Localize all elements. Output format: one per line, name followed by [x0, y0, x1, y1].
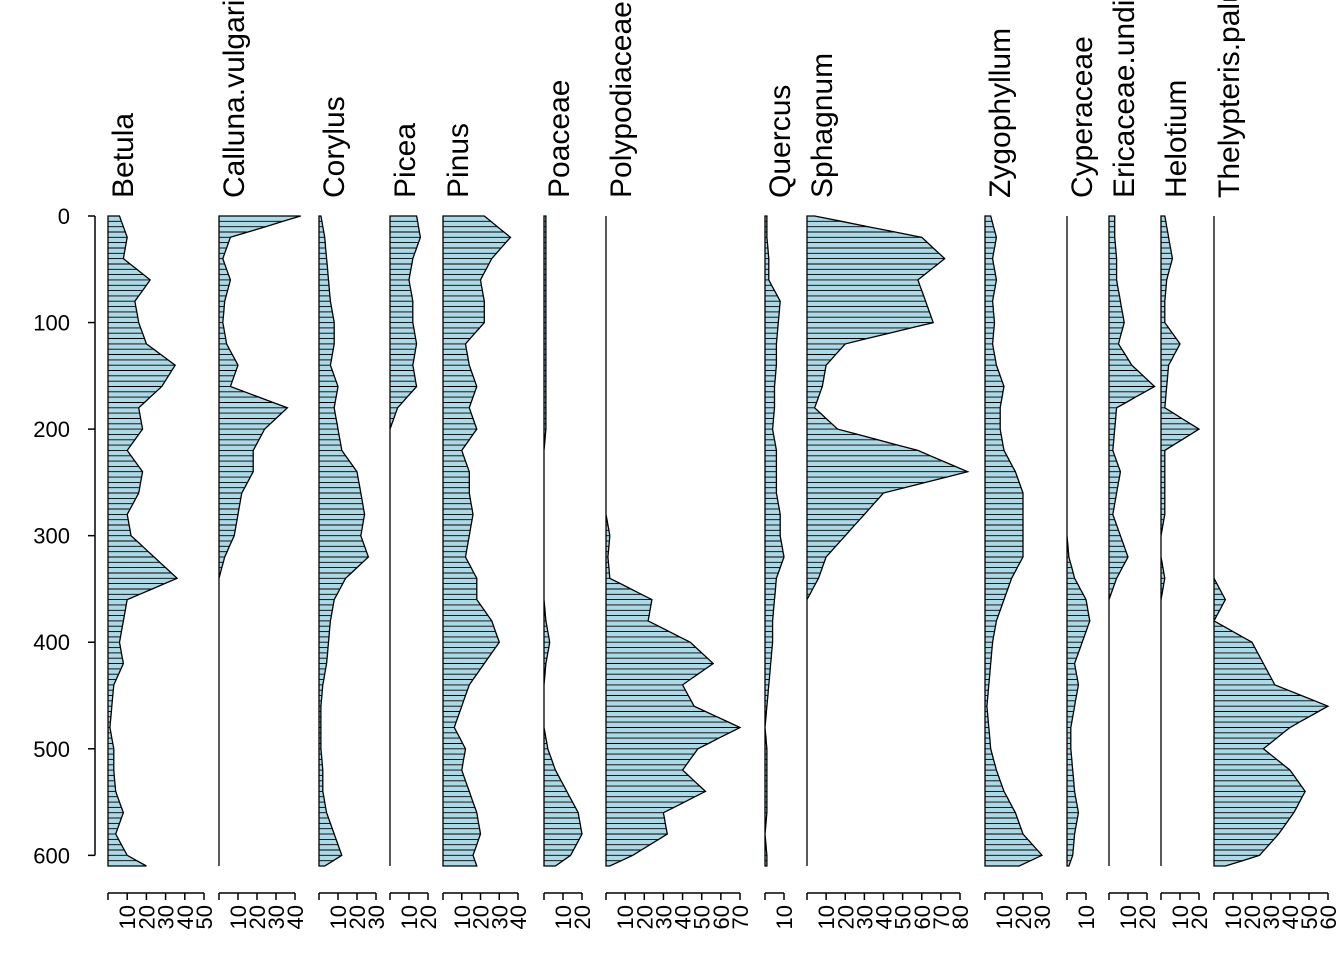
x-tick-label: 40 [872, 905, 897, 929]
x-tick-label: 10 [1074, 905, 1099, 929]
x-tick-label: 30 [1259, 905, 1284, 929]
x-tick-label: 20 [469, 905, 494, 929]
x-tick-label: 20 [1135, 905, 1160, 929]
x-tick-label: 40 [283, 905, 308, 929]
x-tick-label: 80 [948, 905, 973, 929]
x-tick-label: 40 [173, 905, 198, 929]
x-tick-label: 10 [772, 905, 797, 929]
x-tick-label: 30 [154, 905, 179, 929]
x-tick-label: 70 [728, 905, 753, 929]
taxon-name: Sphagnum [806, 53, 839, 198]
taxon-name: Zygophyllum [984, 28, 1017, 198]
x-tick-label: 50 [891, 905, 916, 929]
x-tick-label: 60 [910, 905, 935, 929]
taxon-panel: Quercus 10 [764, 85, 797, 930]
taxon-name: Ericaceae.undiff [1108, 0, 1141, 198]
x-tick-label: 50 [690, 905, 715, 929]
x-tick-label: 30 [364, 905, 389, 929]
x-tick-label: 20 [134, 905, 159, 929]
x-tick-label: 30 [651, 905, 676, 929]
taxon-silhouette [442, 215, 512, 867]
taxon-name: Betula [107, 113, 140, 198]
taxon-silhouette [543, 215, 583, 867]
x-tick-label: 60 [1316, 905, 1341, 929]
x-tick-label: 50 [192, 905, 217, 929]
taxon-silhouette [107, 215, 179, 867]
taxon-panel: Cyperaceae 10 [1066, 36, 1099, 929]
x-tick-label: 60 [709, 905, 734, 929]
x-tick-label: 40 [1278, 905, 1303, 929]
taxon-silhouette [605, 216, 742, 867]
taxon-name: Pinus [442, 123, 475, 198]
x-tick-label: 20 [1011, 905, 1036, 929]
x-tick-label: 10 [115, 905, 140, 929]
x-tick-label: 10 [226, 905, 251, 929]
taxon-name: Corylus [318, 96, 351, 198]
x-tick-label: 20 [345, 905, 370, 929]
taxa-panels: Betula1020304050Calluna.vulgaris10203040… [107, 0, 1341, 929]
x-tick-label: 40 [671, 905, 696, 929]
depth-tick-label: 400 [33, 630, 70, 655]
taxon-silhouette [1066, 216, 1091, 867]
x-tick-label: 70 [929, 905, 954, 929]
depth-axis: 0 100 200 300 400 500 600 [33, 204, 96, 868]
taxon-name: Calluna.vulgaris [218, 0, 251, 198]
taxon-name: Poaceae [543, 80, 576, 198]
taxon-name: Helotium [1160, 80, 1193, 198]
taxon-name: Cyperaceae [1066, 36, 1099, 198]
x-tick-label: 50 [1297, 905, 1322, 929]
taxon-silhouette [1213, 216, 1330, 867]
taxon-silhouette [389, 215, 422, 866]
x-tick-label: 10 [814, 905, 839, 929]
x-tick-label: 10 [397, 905, 422, 929]
x-tick-label: 20 [570, 905, 595, 929]
x-tick-label: 30 [1030, 905, 1055, 929]
x-tick-label: 10 [551, 905, 576, 929]
x-tick-label: 20 [833, 905, 858, 929]
x-tick-label: 10 [1168, 905, 1193, 929]
x-tick-label: 20 [416, 905, 441, 929]
x-tick-label: 30 [487, 905, 512, 929]
taxon-silhouette [1160, 215, 1201, 866]
depth-tick-label: 600 [33, 843, 70, 868]
x-tick-label: 20 [1187, 905, 1212, 929]
x-tick-label: 10 [450, 905, 475, 929]
x-tick-label: 10 [992, 905, 1017, 929]
taxon-name: Quercus [764, 85, 797, 198]
depth-tick-label: 500 [33, 737, 70, 762]
x-tick-label: 20 [1240, 905, 1265, 929]
depth-tick-label: 0 [58, 204, 70, 229]
x-tick-label: 30 [264, 905, 289, 929]
x-tick-label: 10 [613, 905, 638, 929]
taxon-name: Thelypteris.palustris [1213, 0, 1246, 198]
x-tick-label: 10 [326, 905, 351, 929]
x-tick-label: 30 [852, 905, 877, 929]
depth-tick-label: 300 [33, 524, 70, 549]
taxon-name: Polypodiaceae [605, 1, 638, 198]
x-tick-label: 40 [506, 905, 531, 929]
x-tick-label: 20 [245, 905, 270, 929]
depth-tick-label: 100 [33, 311, 70, 336]
x-tick-label: 10 [1116, 905, 1141, 929]
depth-tick-label: 200 [33, 417, 70, 442]
x-tick-label: 10 [1221, 905, 1246, 929]
x-tick-label: 20 [632, 905, 657, 929]
taxon-name: Picea [389, 123, 422, 198]
